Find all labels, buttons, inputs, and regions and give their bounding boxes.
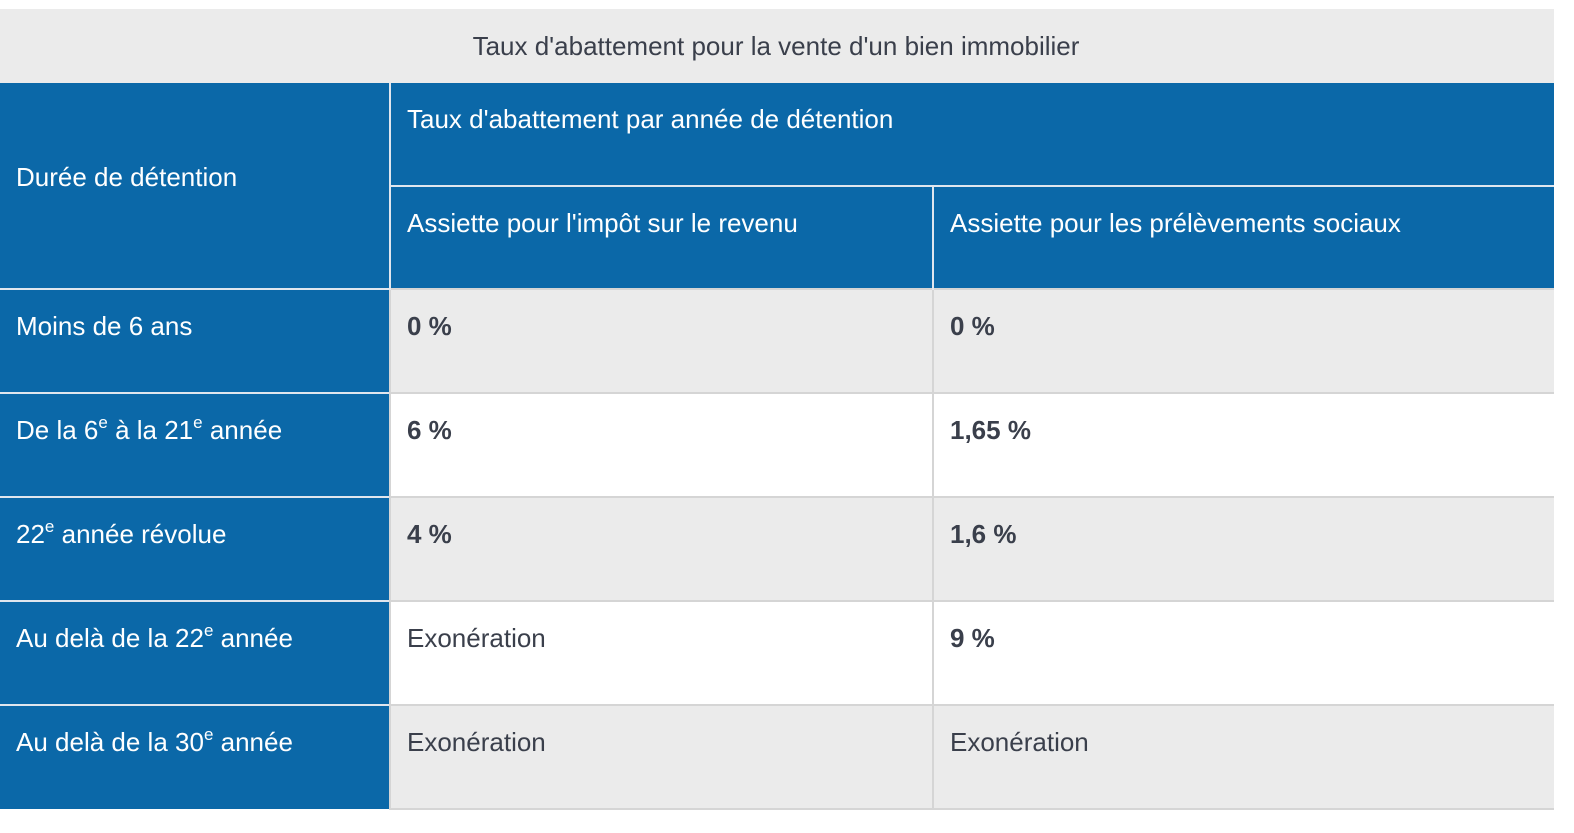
cell-income-tax: 0 % xyxy=(389,288,933,393)
cell-income-tax: 4 % xyxy=(389,496,933,601)
header-duration: Durée de détention xyxy=(0,83,390,289)
cell-social: Exonération xyxy=(932,704,1554,810)
row-duration: Au delà de la 22e année xyxy=(0,600,390,705)
cell-income-tax: 6 % xyxy=(389,392,933,497)
header-social: Assiette pour les prélèvements sociaux xyxy=(932,186,1554,289)
header-group-rate: Taux d'abattement par année de détention xyxy=(389,83,1554,187)
row-duration: De la 6e à la 21e année xyxy=(0,392,390,497)
table-row: Au delà de la 30e année Exonération Exon… xyxy=(0,704,1554,810)
row-duration: Moins de 6 ans xyxy=(0,288,390,393)
cell-income-tax: Exonération xyxy=(389,600,933,705)
row-duration: Au delà de la 30e année xyxy=(0,704,390,809)
cell-social: 9 % xyxy=(932,600,1554,705)
row-duration: 22e année révolue xyxy=(0,496,390,601)
header-income-tax: Assiette pour l'impôt sur le revenu xyxy=(389,186,933,289)
table-caption: Taux d'abattement pour la vente d'un bie… xyxy=(0,9,1554,83)
table-row: 22e année révolue 4 % 1,6 % xyxy=(0,496,1554,601)
table-row: Au delà de la 22e année Exonération 9 % xyxy=(0,600,1554,705)
cell-income-tax: Exonération xyxy=(389,704,933,810)
abatement-table: Taux d'abattement pour la vente d'un bie… xyxy=(0,9,1554,810)
cell-social: 0 % xyxy=(932,288,1554,393)
table-row: Moins de 6 ans 0 % 0 % xyxy=(0,288,1554,393)
abatement-table-container: Taux d'abattement pour la vente d'un bie… xyxy=(0,9,1554,810)
table-row: De la 6e à la 21e année 6 % 1,65 % xyxy=(0,392,1554,497)
cell-social: 1,6 % xyxy=(932,496,1554,601)
cell-social: 1,65 % xyxy=(932,392,1554,497)
